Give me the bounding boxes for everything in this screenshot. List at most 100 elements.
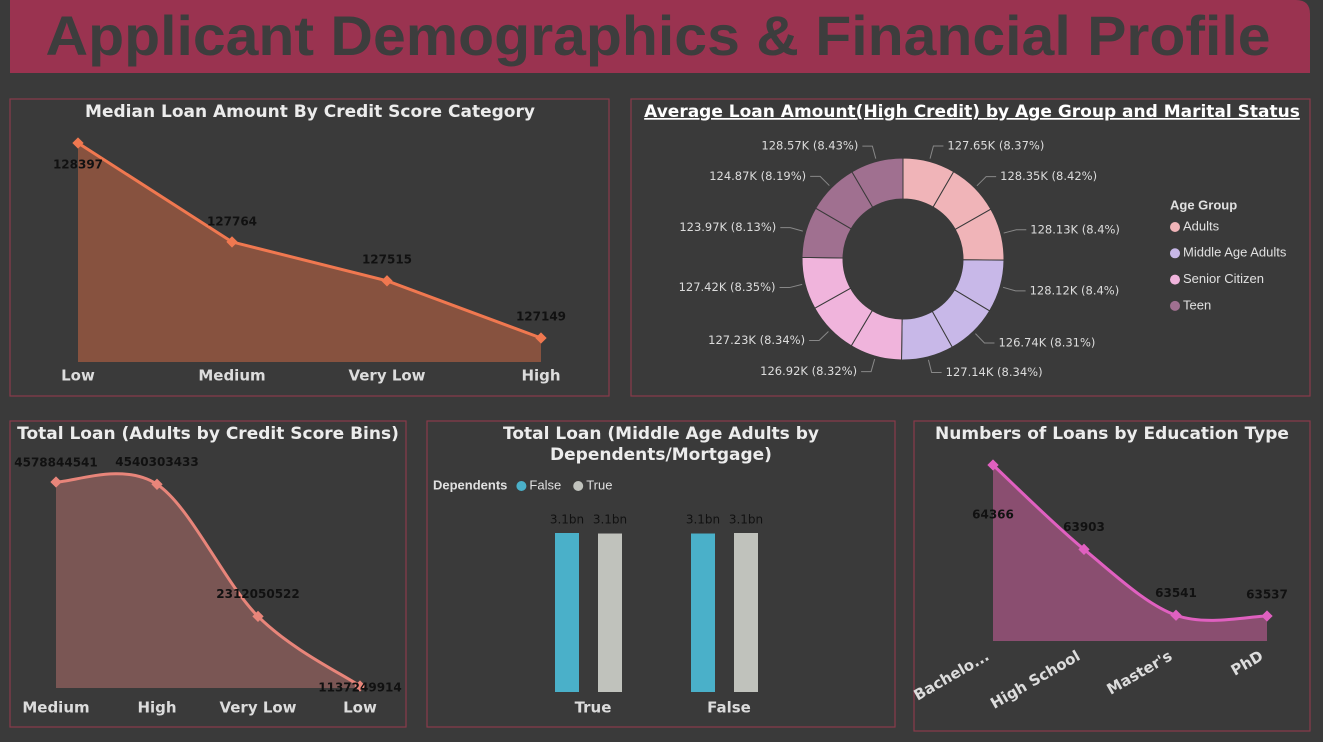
data-label: 64366 [972,508,1014,522]
point-marker [1261,610,1273,622]
point-marker [987,459,999,471]
legend-swatch [1170,274,1180,285]
legend-label: Senior Citizen [1183,271,1264,286]
leader-line [1003,229,1027,234]
leader-line [1002,286,1026,292]
panel [913,420,1311,732]
chart-title: Median Loan Amount By Credit Score Categ… [85,102,535,122]
leader-line [927,359,942,373]
legend-label: True [586,477,612,492]
x-tick-label: High [137,699,176,717]
leader-line [862,145,877,159]
x-tick-label: True [575,699,612,717]
area [993,465,1267,641]
point-marker [354,680,366,692]
point-marker [535,332,547,344]
data-label: 123.97K (8.13%) [679,220,776,234]
data-label: 128.12K (8.4%) [1030,283,1120,297]
legend-swatch [1170,222,1180,232]
x-tick-label: High [521,367,560,385]
legend-title: Dependents [433,477,507,492]
x-tick-label: Low [61,367,95,385]
legend-label: False [529,477,561,492]
point-marker [1078,543,1090,555]
legend-label: Middle Age Adults [1183,245,1287,260]
data-label: 3.1bn [686,513,720,527]
x-tick-label: False [707,699,751,717]
leader-line [809,331,829,342]
bar [555,533,579,692]
chart-title: Average Loan Amount(High Credit) by Age … [644,102,1300,122]
data-label: 128397 [53,158,103,172]
x-tick-label: Bachelo... [911,647,993,705]
header-bar [10,0,1310,73]
legend-swatch [516,481,527,491]
x-tick-label: Very Low [219,699,296,717]
point-marker [151,478,163,490]
legend-swatch [1170,300,1180,311]
leader-line [810,175,830,186]
data-label: 127.14K (8.34%) [946,365,1043,379]
data-label: 127149 [516,310,566,324]
panel [9,420,407,728]
data-label: 2312050522 [216,587,300,601]
line [991,463,1268,622]
legend-swatch [1170,248,1180,259]
chart-title: Numbers of Loans by Education Type [935,424,1289,444]
x-tick-label: Medium [198,367,265,385]
data-label: 63537 [1246,588,1288,602]
panel [9,98,610,397]
point-marker [381,275,393,287]
x-tick-label: PhD [1228,647,1267,680]
data-label: 3.1bn [729,513,763,527]
point-marker [50,476,62,488]
leader-line [976,176,997,187]
data-label: 127.23K (8.34%) [708,333,805,347]
data-label: 126.74K (8.31%) [998,335,1095,349]
x-tick-label: Low [343,699,377,717]
x-tick-label: High School [987,647,1083,713]
data-label: 127.65K (8.37%) [947,139,1044,153]
leader-line [929,145,944,159]
legend-title: Age Group [1170,197,1237,212]
bar [598,533,622,692]
data-label: 3.1bn [593,513,627,527]
leader-line [779,283,803,289]
leader-line [861,358,876,373]
data-label: 1137249914 [318,681,402,695]
data-label: 124.87K (8.19%) [709,169,806,183]
panel [426,420,896,728]
x-tick-label: Medium [22,699,89,717]
x-tick-label: Master's [1104,647,1176,699]
panel [630,98,1311,397]
legend-label: Teen [1183,297,1211,312]
leader-line [975,333,995,344]
point-marker [1170,609,1182,621]
data-label: 63541 [1155,586,1197,600]
data-label: 4540303433 [115,455,199,469]
page-title: Applicant Demographics & Financial Profi… [46,4,1271,67]
data-label: 127764 [207,214,257,228]
data-label: 3.1bn [550,513,584,527]
area [56,473,360,688]
data-label: 63903 [1063,520,1105,534]
bar [691,533,715,692]
chart-title: Total Loan (Adults by Credit Score Bins) [17,424,399,444]
data-label: 127.42K (8.35%) [679,280,776,294]
data-label: 127515 [362,252,412,266]
legend-swatch [573,481,584,491]
data-label: 128.35K (8.42%) [1000,169,1097,183]
chart-title: Total Loan (Middle Age Adults by Depende… [503,424,819,465]
leader-line [780,227,803,232]
data-label: 4578844541 [14,456,98,470]
x-tick-label: Very Low [348,367,425,385]
data-label: 128.13K (8.4%) [1030,222,1120,236]
line [55,472,361,688]
point-marker [226,236,238,248]
donut-slice [851,157,904,208]
point-marker [252,610,264,623]
data-label: 128.57K (8.43%) [761,139,858,153]
